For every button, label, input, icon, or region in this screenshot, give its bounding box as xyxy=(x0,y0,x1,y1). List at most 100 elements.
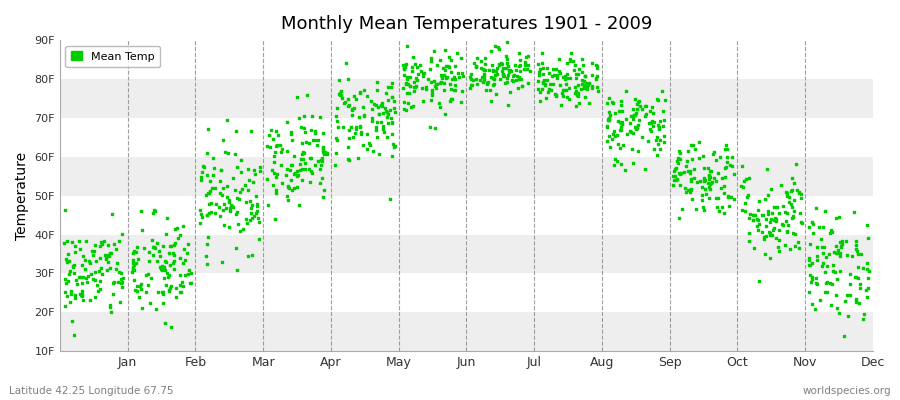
Point xyxy=(295,140,310,146)
Point xyxy=(362,140,376,146)
Point xyxy=(401,81,416,87)
Point xyxy=(75,262,89,269)
Point xyxy=(585,60,599,67)
Point xyxy=(194,176,209,183)
Point xyxy=(93,255,107,262)
Point xyxy=(428,81,443,87)
Point xyxy=(760,207,775,214)
Point xyxy=(243,198,257,204)
Point xyxy=(173,232,187,238)
Point xyxy=(810,257,824,263)
Point xyxy=(521,61,535,68)
Point xyxy=(765,232,779,238)
Point xyxy=(238,216,253,223)
Point xyxy=(397,99,411,105)
Point xyxy=(792,210,806,216)
Point xyxy=(58,280,73,287)
Point xyxy=(411,71,426,78)
Point xyxy=(75,291,89,297)
Point xyxy=(723,162,737,168)
Point xyxy=(427,77,441,84)
Point xyxy=(239,220,254,226)
Point xyxy=(697,178,711,184)
Point xyxy=(214,192,229,198)
Point xyxy=(115,230,130,237)
Point xyxy=(346,134,361,140)
Point xyxy=(314,162,328,168)
Point xyxy=(64,288,78,295)
Point xyxy=(820,279,834,285)
Point xyxy=(329,135,344,141)
Point xyxy=(230,220,245,227)
Point xyxy=(769,216,783,222)
Point xyxy=(409,83,423,89)
Point xyxy=(746,217,760,224)
Point xyxy=(406,102,420,109)
Point xyxy=(546,72,561,78)
Point xyxy=(537,77,552,83)
Point xyxy=(404,63,419,70)
Point xyxy=(299,139,313,146)
Point xyxy=(550,72,564,78)
Y-axis label: Temperature: Temperature xyxy=(15,152,29,240)
Point xyxy=(233,169,248,176)
Point xyxy=(548,66,562,72)
Point xyxy=(578,73,592,79)
Point xyxy=(657,139,671,145)
Point xyxy=(538,82,553,89)
Point xyxy=(250,203,265,209)
Point xyxy=(230,209,245,215)
Point xyxy=(89,282,104,288)
Point xyxy=(341,96,356,102)
Point xyxy=(478,54,492,61)
Point xyxy=(672,182,687,188)
Point xyxy=(763,230,778,236)
Point xyxy=(155,263,169,270)
Point xyxy=(427,47,441,54)
Point xyxy=(376,123,391,130)
Point xyxy=(500,53,514,59)
Point xyxy=(542,86,556,92)
Point xyxy=(73,291,87,297)
Point xyxy=(166,242,181,248)
Point xyxy=(295,156,310,162)
Point xyxy=(487,76,501,82)
Point xyxy=(163,285,177,291)
Point xyxy=(242,177,256,183)
Point xyxy=(470,81,484,88)
Point xyxy=(652,126,666,132)
Point xyxy=(562,75,577,82)
Point xyxy=(354,129,368,135)
Point xyxy=(281,183,295,190)
Point xyxy=(312,114,327,120)
Point xyxy=(400,89,414,96)
Point xyxy=(484,98,499,104)
Point xyxy=(626,112,641,118)
Point xyxy=(236,226,250,232)
Point xyxy=(431,100,446,106)
Point xyxy=(199,192,213,198)
Point xyxy=(523,68,537,74)
Point xyxy=(248,212,262,219)
Point xyxy=(204,200,219,206)
Point xyxy=(508,62,522,68)
Point xyxy=(473,65,488,72)
Bar xyxy=(60,312,873,351)
Point xyxy=(630,101,644,108)
Point xyxy=(408,84,422,90)
Point xyxy=(788,231,802,237)
Point xyxy=(302,154,317,161)
Point xyxy=(687,166,701,172)
Point xyxy=(58,206,72,213)
Point xyxy=(146,244,160,250)
Point xyxy=(754,212,769,218)
Point xyxy=(474,74,489,81)
Point xyxy=(400,74,415,80)
Point xyxy=(554,82,568,88)
Point xyxy=(176,223,190,230)
Point xyxy=(703,174,717,180)
Point xyxy=(134,304,148,311)
Point xyxy=(369,127,383,133)
Point xyxy=(602,115,616,122)
Point xyxy=(154,266,168,272)
